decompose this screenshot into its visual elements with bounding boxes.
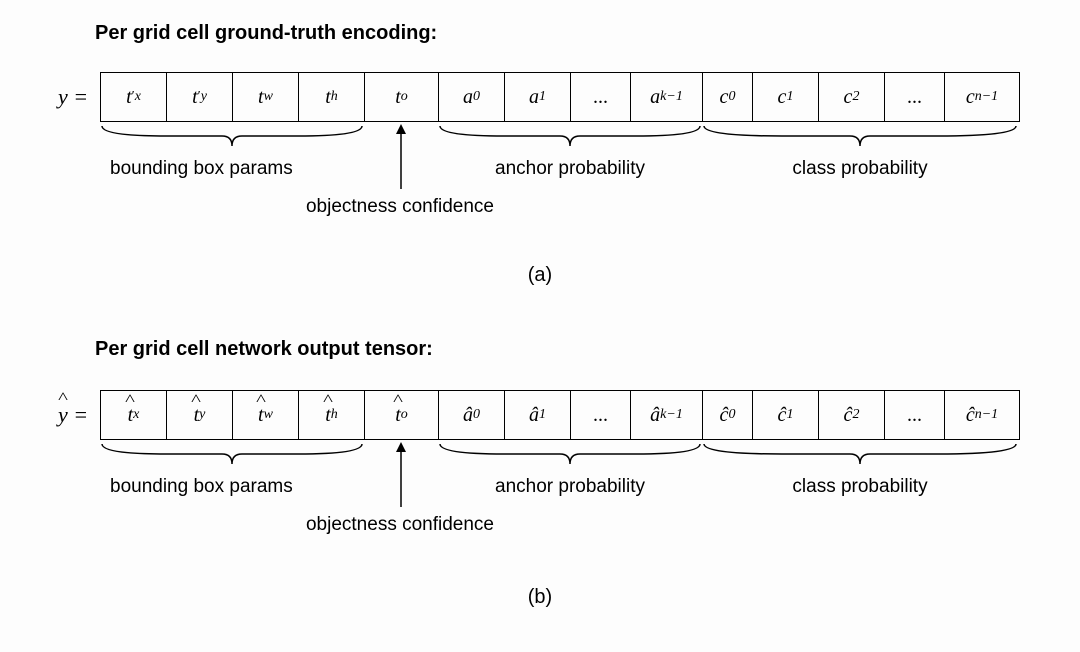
cell: â1: [505, 391, 571, 439]
brace-anchor-b: [438, 442, 702, 470]
cell: tw: [233, 391, 299, 439]
cell: th: [299, 73, 365, 121]
brace-bbox-a: [100, 124, 364, 152]
cell: tx: [101, 391, 167, 439]
cell: t′x: [101, 73, 167, 121]
cell: ...: [885, 73, 945, 121]
eq-label-a: y =: [58, 84, 88, 110]
cell: â0: [439, 391, 505, 439]
arrow-obj-b: [364, 442, 438, 512]
cell: a0: [439, 73, 505, 121]
cell: c2: [819, 73, 885, 121]
annot-obj-b: objectness confidence: [280, 514, 520, 536]
brace-class-b: [702, 442, 1018, 470]
annot-anchor-a: anchor probability: [438, 158, 702, 180]
cell: âk−1: [631, 391, 703, 439]
cell: ĉn−1: [945, 391, 1019, 439]
eq-label-b: y =: [58, 402, 88, 428]
annot-anchor-b: anchor probability: [438, 476, 702, 498]
cell: c0: [703, 73, 753, 121]
annot-obj-a: objectness confidence: [280, 196, 520, 218]
cell: ...: [885, 391, 945, 439]
annot-bbox-a: bounding box params: [100, 158, 364, 180]
sublabel-a: (a): [0, 264, 1080, 287]
sublabel-b: (b): [0, 586, 1080, 609]
cell: ...: [571, 391, 631, 439]
annot-class-b: class probability: [702, 476, 1018, 498]
brace-anchor-a: [438, 124, 702, 152]
annot-bbox-b: bounding box params: [100, 476, 364, 498]
cell: ĉ1: [753, 391, 819, 439]
cell: to: [365, 391, 439, 439]
cell: c1: [753, 73, 819, 121]
cell: to: [365, 73, 439, 121]
cell: cn−1: [945, 73, 1019, 121]
annot-class-a: class probability: [702, 158, 1018, 180]
title-b: Per grid cell network output tensor:: [95, 338, 433, 361]
cell: tw: [233, 73, 299, 121]
cell: a1: [505, 73, 571, 121]
brace-bbox-b: [100, 442, 364, 470]
cell: ĉ0: [703, 391, 753, 439]
cell: ak−1: [631, 73, 703, 121]
cell: ...: [571, 73, 631, 121]
cell: t′y: [167, 73, 233, 121]
cell: ty: [167, 391, 233, 439]
brace-class-a: [702, 124, 1018, 152]
cell: ĉ2: [819, 391, 885, 439]
cell-row-b: txtytwthtoâ0â1...âk−1ĉ0ĉ1ĉ2...ĉn−1: [100, 390, 1020, 440]
arrow-obj-a: [364, 124, 438, 194]
title-a: Per grid cell ground-truth encoding:: [95, 22, 437, 45]
cell-row-a: t′xt′ytwthtoa0a1...ak−1c0c1c2...cn−1: [100, 72, 1020, 122]
cell: th: [299, 391, 365, 439]
